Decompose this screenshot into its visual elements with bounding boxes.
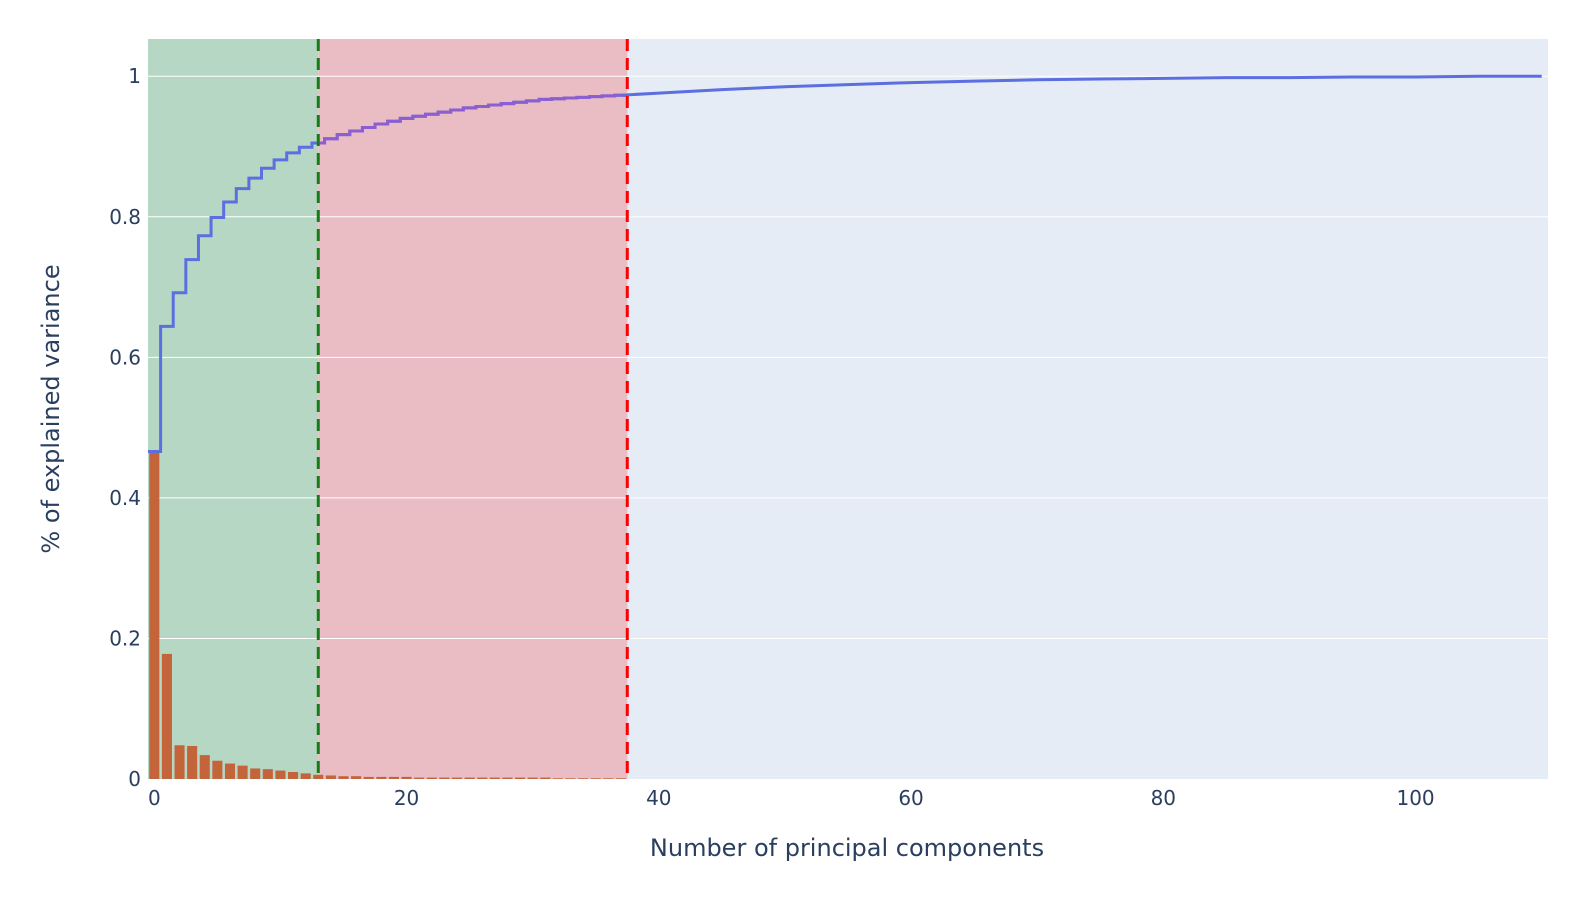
bar-21 [414,777,425,779]
bar-11 [288,771,299,779]
bar-6 [224,763,236,779]
y-tick-label-4: 0.8 [109,205,141,229]
y-axis-title: % of explained variance [37,264,65,553]
bar-32 [552,778,563,779]
bar-30 [527,777,538,779]
bar-9 [262,769,273,779]
x-axis-title: Number of principal components [650,834,1044,862]
region-1 [318,39,628,779]
bar-23 [439,777,450,779]
x-tick-label-3: 60 [898,786,923,810]
bar-22 [426,777,437,779]
y-tick-label-0: 0 [128,767,141,791]
x-tick-label-1: 20 [394,786,419,810]
threshold-regions [148,39,628,779]
bar-5 [212,760,223,779]
bar-4 [199,755,210,779]
bar-16 [351,776,362,779]
bar-18 [376,776,387,779]
bar-2 [174,745,185,779]
bar-1 [161,653,172,779]
bar-10 [275,770,286,779]
bar-20 [401,776,412,779]
bar-28 [502,777,513,779]
bar-0 [149,451,160,779]
bar-31 [540,777,551,779]
bar-36 [603,778,614,779]
y-tick-labels: 0 0.2 0.4 0.6 0.8 1 [109,64,141,791]
bar-34 [578,778,589,779]
bar-8 [250,768,261,779]
bar-series [149,451,627,779]
bar-13 [313,774,324,779]
bar-33 [565,778,576,779]
bar-17 [363,776,374,779]
bar-35 [590,778,601,779]
bar-27 [489,777,500,779]
bar-19 [388,776,399,779]
region-0 [148,39,319,779]
bar-14 [325,775,336,779]
threshold-lines [316,39,629,779]
bar-37 [615,778,627,779]
cumulative-tail-line [620,74,1542,97]
bar-29 [515,777,526,779]
y-tick-label-5: 1 [128,64,141,88]
x-tick-label-4: 80 [1151,786,1176,810]
y-tick-label-3: 0.6 [109,345,141,369]
bar-12 [300,773,311,779]
x-tick-labels: 0 20 40 60 80 100 [148,786,1435,810]
bar-7 [237,765,248,779]
x-tick-label-2: 40 [646,786,671,810]
bar-3 [187,745,198,779]
bar-26 [477,777,488,779]
cumulative-line [148,74,1542,454]
y-tick-label-1: 0.2 [109,626,141,650]
cumulative-step-line-red-region [318,93,628,145]
bar-25 [464,777,475,779]
bar-15 [338,776,349,779]
bar-24 [451,777,463,779]
x-tick-label-0: 0 [148,786,161,810]
y-tick-label-2: 0.4 [109,486,141,510]
x-tick-label-5: 100 [1396,786,1434,810]
gridlines [148,75,1548,639]
